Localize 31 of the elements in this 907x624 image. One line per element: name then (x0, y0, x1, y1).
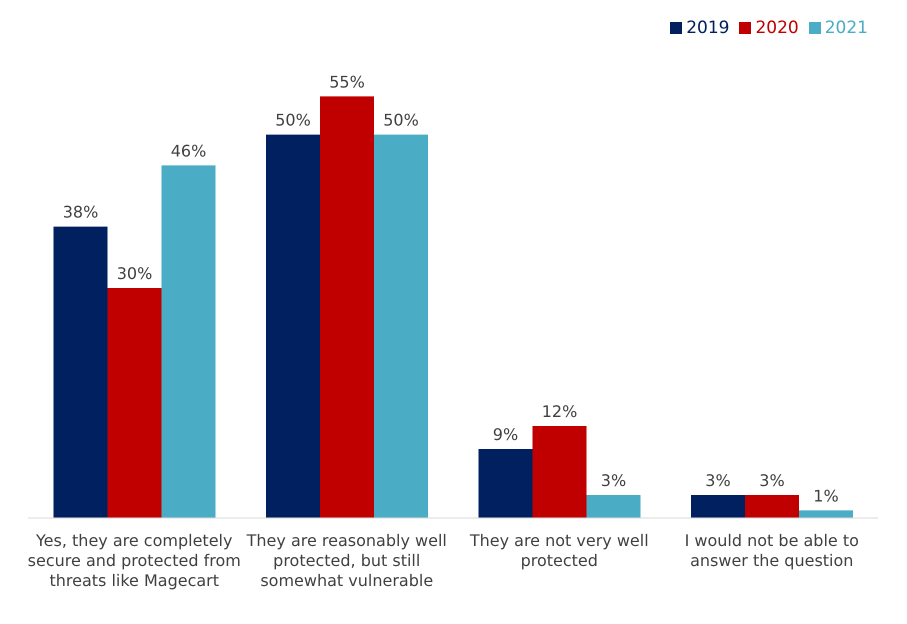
bar (108, 288, 162, 518)
data-label: 50% (275, 110, 311, 130)
bar (478, 449, 532, 518)
x-tick-label: They are reasonably well protected, but still somewhat vulnerable (246, 531, 447, 590)
data-label: 55% (329, 72, 365, 92)
bar (266, 134, 320, 518)
bar (532, 426, 586, 518)
bar (374, 134, 428, 518)
bar (745, 495, 799, 518)
legend-label: 2020 (755, 18, 799, 38)
bar (54, 226, 108, 518)
data-label: 3% (759, 471, 785, 490)
x-tick-label: I would not be able to answer the question (684, 531, 859, 570)
bar (691, 495, 745, 518)
data-label: 3% (600, 471, 626, 490)
data-label: 46% (170, 141, 206, 160)
data-label: 50% (383, 110, 419, 130)
bar (799, 510, 853, 518)
x-tick-label: Yes, they are completely secure and protected from threats like Magecart (28, 531, 241, 590)
legend-label: 2019 (686, 18, 730, 38)
data-label: 9% (492, 425, 518, 444)
bar (162, 165, 216, 518)
data-label: 12% (542, 402, 578, 421)
legend-label: 2021 (824, 18, 868, 38)
data-label: 38% (62, 202, 98, 222)
bar (586, 495, 640, 518)
data-label: 3% (705, 471, 731, 490)
data-label: 1% (813, 486, 839, 506)
bar (320, 96, 374, 518)
data-label: 30% (116, 264, 152, 283)
x-tick-label: They are not very well protected (468, 531, 649, 570)
